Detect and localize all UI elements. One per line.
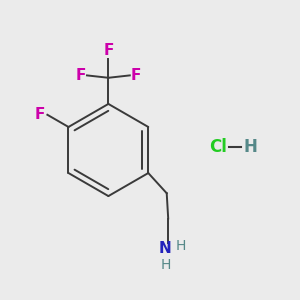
Text: F: F [34,107,45,122]
Text: F: F [131,68,141,83]
Text: Cl: Cl [209,138,227,156]
Text: F: F [75,68,86,83]
Text: F: F [103,44,114,59]
Text: H: H [160,258,171,272]
Text: H: H [244,138,257,156]
Text: N: N [158,242,171,256]
Text: H: H [176,239,186,253]
